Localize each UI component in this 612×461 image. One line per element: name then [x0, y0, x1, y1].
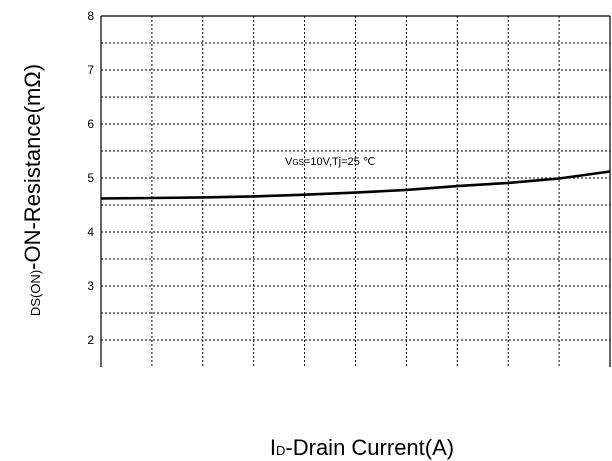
y-axis-title-rest: -ON-Resistance(mΩ) — [20, 64, 45, 270]
annotation-subscript: GS — [292, 158, 304, 167]
plot-frame — [100, 15, 611, 367]
y-tick-labels: 2 3 4 5 6 7 8 — [87, 9, 94, 347]
y-tick-label: 3 — [87, 279, 94, 293]
x-axis-title-rest: -Drain Current(A) — [285, 435, 454, 460]
series-layer — [100, 170, 611, 200]
x-axis-title-prefix: I — [270, 435, 276, 460]
condition-annotation: VGS=10V,Tj=25 ℃ — [285, 156, 375, 168]
y-tick-label: 6 — [87, 117, 94, 131]
y-axis-title: DS(ON)-ON-Resistance(mΩ) — [20, 64, 45, 316]
x-axis-title-subscript: D — [276, 443, 285, 458]
annotation-rest: =10V,Tj=25 ℃ — [304, 156, 375, 168]
grid — [101, 16, 610, 367]
y-tick-label: 8 — [87, 9, 94, 23]
series-line-0 — [100, 170, 611, 200]
y-tick-label: 5 — [87, 171, 94, 185]
x-axis-title: ID-Drain Current(A) — [270, 435, 454, 460]
y-tick-label: 2 — [87, 333, 94, 347]
y-tick-label: 7 — [87, 63, 94, 77]
y-tick-label: 4 — [87, 225, 94, 239]
y-axis-title-subscript: DS(ON) — [28, 270, 43, 316]
annotation-prefix: V — [285, 156, 293, 168]
